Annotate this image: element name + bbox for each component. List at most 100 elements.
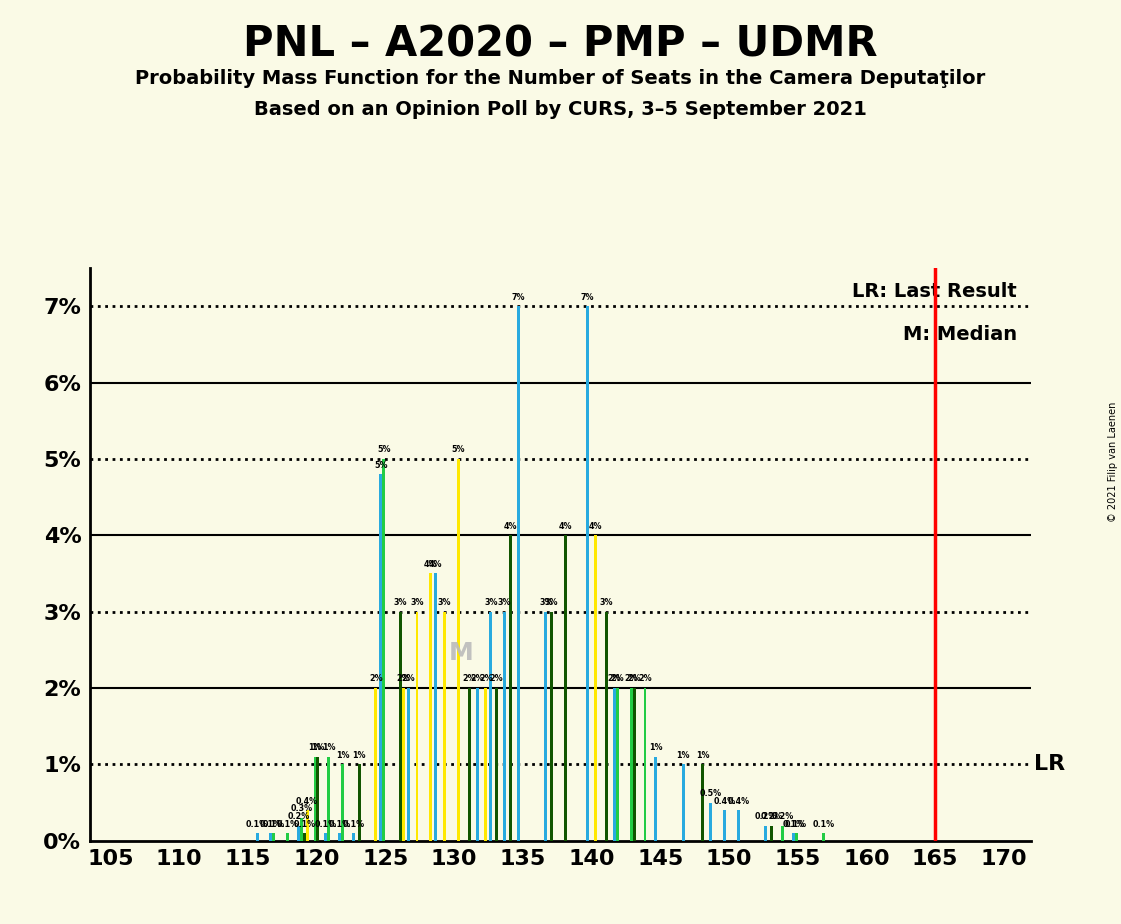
Text: 1%: 1% xyxy=(677,751,691,760)
Text: 0.2%: 0.2% xyxy=(754,812,777,821)
Text: M: M xyxy=(448,641,473,665)
Bar xyxy=(710,803,712,841)
Text: 2%: 2% xyxy=(611,675,624,684)
Bar xyxy=(435,574,437,841)
Bar xyxy=(379,474,382,841)
Bar xyxy=(517,306,520,841)
Text: 7%: 7% xyxy=(581,293,594,301)
Text: 0.4%: 0.4% xyxy=(296,796,318,806)
Text: 0.1%: 0.1% xyxy=(260,820,282,829)
Bar xyxy=(617,688,619,841)
Text: 2%: 2% xyxy=(401,675,415,684)
Text: 0.1%: 0.1% xyxy=(813,820,835,829)
Bar xyxy=(352,833,355,841)
Bar xyxy=(306,810,308,841)
Bar xyxy=(791,833,795,841)
Text: 3%: 3% xyxy=(438,598,452,607)
Text: 1%: 1% xyxy=(312,743,325,752)
Bar xyxy=(429,574,433,841)
Bar xyxy=(382,459,386,841)
Text: 2%: 2% xyxy=(628,675,641,684)
Text: 0.4%: 0.4% xyxy=(728,796,749,806)
Bar xyxy=(299,818,303,841)
Bar xyxy=(770,825,773,841)
Text: 5%: 5% xyxy=(377,445,390,455)
Bar xyxy=(643,688,647,841)
Text: LR: LR xyxy=(1034,755,1065,774)
Text: 5%: 5% xyxy=(374,460,388,469)
Text: 2%: 2% xyxy=(490,675,503,684)
Bar xyxy=(297,825,299,841)
Bar xyxy=(327,757,331,841)
Text: PNL – A2020 – PMP – UDMR: PNL – A2020 – PMP – UDMR xyxy=(243,23,878,65)
Bar xyxy=(475,688,479,841)
Text: 0.2%: 0.2% xyxy=(760,812,782,821)
Text: M: Median: M: Median xyxy=(904,325,1017,345)
Text: © 2021 Filip van Laenen: © 2021 Filip van Laenen xyxy=(1109,402,1118,522)
Text: 0.1%: 0.1% xyxy=(782,820,805,829)
Bar xyxy=(495,688,498,841)
Bar xyxy=(605,612,608,841)
Text: 0.1%: 0.1% xyxy=(315,820,337,829)
Text: 2%: 2% xyxy=(624,675,638,684)
Bar xyxy=(303,833,306,841)
Text: 3%: 3% xyxy=(600,598,613,607)
Text: 4%: 4% xyxy=(589,522,602,530)
Text: 1%: 1% xyxy=(308,743,322,752)
Bar xyxy=(702,764,704,841)
Bar xyxy=(736,810,740,841)
Text: 2%: 2% xyxy=(369,675,382,684)
Text: 0.1%: 0.1% xyxy=(328,820,351,829)
Bar xyxy=(655,757,657,841)
Bar xyxy=(401,688,405,841)
Bar xyxy=(341,764,344,841)
Bar xyxy=(545,612,547,841)
Bar xyxy=(399,612,401,841)
Text: 0.1%: 0.1% xyxy=(247,820,268,829)
Bar xyxy=(564,535,567,841)
Text: Probability Mass Function for the Number of Seats in the Camera Deputaţilor: Probability Mass Function for the Number… xyxy=(136,69,985,89)
Bar xyxy=(467,688,471,841)
Text: 4%: 4% xyxy=(503,522,517,530)
Bar xyxy=(443,612,446,841)
Text: 4%: 4% xyxy=(424,560,437,569)
Text: 0.2%: 0.2% xyxy=(771,812,794,821)
Bar xyxy=(324,833,327,841)
Text: 1%: 1% xyxy=(696,751,710,760)
Text: 0.1%: 0.1% xyxy=(293,820,315,829)
Text: 2%: 2% xyxy=(471,675,484,684)
Text: 1%: 1% xyxy=(649,743,663,752)
Text: 1%: 1% xyxy=(352,751,365,760)
Bar xyxy=(682,764,685,841)
Bar xyxy=(457,459,460,841)
Bar xyxy=(316,757,319,841)
Text: 2%: 2% xyxy=(638,675,651,684)
Text: 3%: 3% xyxy=(393,598,407,607)
Text: 3%: 3% xyxy=(484,598,498,607)
Bar xyxy=(416,612,418,841)
Bar xyxy=(269,833,272,841)
Bar xyxy=(632,688,636,841)
Text: 2%: 2% xyxy=(462,675,476,684)
Text: 2%: 2% xyxy=(479,675,492,684)
Bar xyxy=(374,688,378,841)
Text: 0.5%: 0.5% xyxy=(700,789,722,798)
Text: 5%: 5% xyxy=(452,445,465,455)
Text: 0.4%: 0.4% xyxy=(713,796,735,806)
Bar xyxy=(822,833,825,841)
Text: 7%: 7% xyxy=(511,293,525,301)
Text: Based on an Opinion Poll by CURS, 3–5 September 2021: Based on an Opinion Poll by CURS, 3–5 Se… xyxy=(254,100,867,119)
Text: 3%: 3% xyxy=(545,598,558,607)
Bar xyxy=(630,688,632,841)
Bar xyxy=(509,535,512,841)
Text: 3%: 3% xyxy=(498,598,511,607)
Bar xyxy=(358,764,361,841)
Bar xyxy=(594,535,597,841)
Text: 4%: 4% xyxy=(429,560,443,569)
Bar xyxy=(503,612,506,841)
Text: 1%: 1% xyxy=(336,751,350,760)
Bar xyxy=(781,825,784,841)
Text: 3%: 3% xyxy=(410,598,424,607)
Text: 0.1%: 0.1% xyxy=(277,820,298,829)
Bar xyxy=(339,833,341,841)
